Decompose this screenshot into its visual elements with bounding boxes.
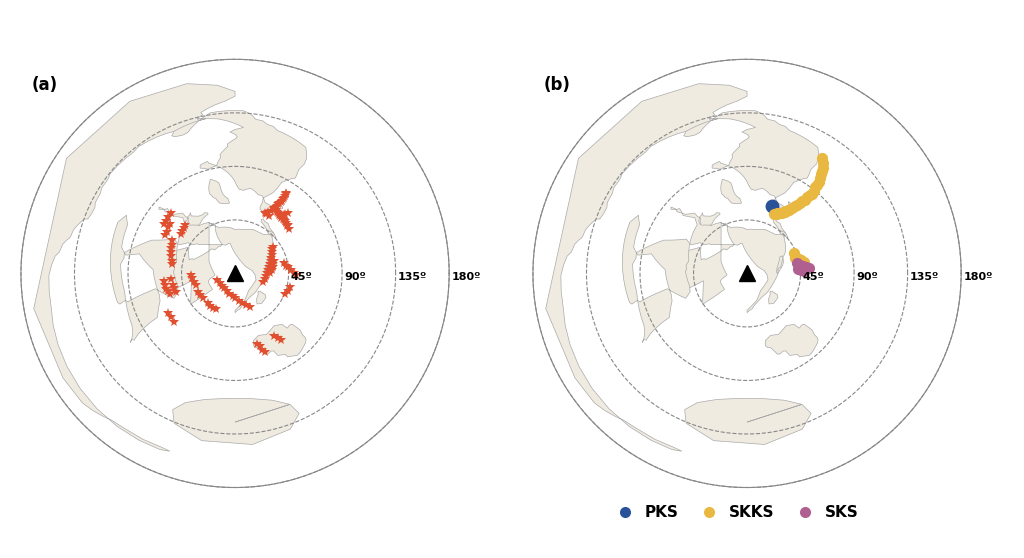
Text: (a): (a) [32, 76, 57, 94]
Polygon shape [532, 59, 962, 488]
Polygon shape [253, 324, 306, 357]
Text: 90º: 90º [856, 272, 879, 282]
Polygon shape [264, 270, 266, 273]
Text: 180º: 180º [452, 272, 481, 282]
Polygon shape [34, 84, 236, 451]
Polygon shape [159, 207, 274, 312]
Polygon shape [777, 256, 783, 270]
Polygon shape [699, 213, 720, 227]
Text: 180º: 180º [964, 272, 993, 282]
Polygon shape [671, 207, 786, 312]
Polygon shape [776, 270, 778, 273]
Polygon shape [111, 215, 178, 343]
Polygon shape [779, 230, 788, 238]
Polygon shape [765, 324, 818, 357]
Text: 135º: 135º [910, 272, 939, 282]
Polygon shape [265, 256, 271, 270]
Polygon shape [276, 202, 283, 210]
Polygon shape [768, 291, 778, 304]
Polygon shape [20, 59, 450, 488]
Polygon shape [256, 291, 266, 304]
Polygon shape [546, 84, 748, 451]
Polygon shape [173, 398, 299, 445]
Text: 45º: 45º [803, 272, 824, 282]
Polygon shape [685, 398, 811, 445]
Polygon shape [267, 230, 276, 238]
Polygon shape [172, 110, 306, 211]
Polygon shape [684, 110, 818, 211]
Legend: PKS, SKKS, SKS: PKS, SKKS, SKS [603, 499, 865, 527]
Polygon shape [788, 202, 795, 210]
Text: (b): (b) [544, 76, 570, 94]
Polygon shape [187, 213, 208, 227]
Polygon shape [721, 179, 741, 204]
Text: 45º: 45º [291, 272, 312, 282]
Polygon shape [623, 215, 690, 343]
Text: 90º: 90º [344, 272, 367, 282]
Text: 135º: 135º [398, 272, 427, 282]
Polygon shape [209, 179, 229, 204]
